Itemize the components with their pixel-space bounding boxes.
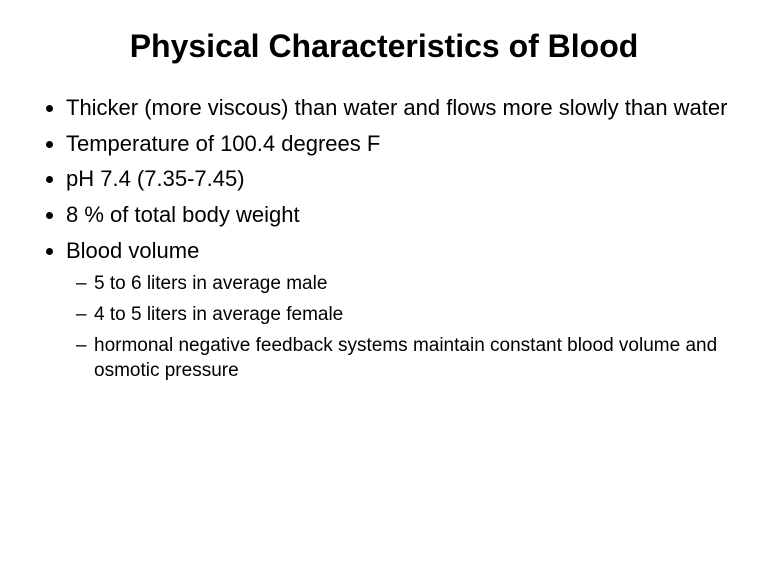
bullet-item: Blood volume 5 to 6 liters in average ma…	[66, 236, 732, 384]
sub-bullet-item: 5 to 6 liters in average male	[94, 271, 732, 297]
sub-bullet-list: 5 to 6 liters in average male 4 to 5 lit…	[66, 271, 732, 384]
bullet-list: Thicker (more viscous) than water and fl…	[36, 93, 732, 384]
bullet-item: 8 % of total body weight	[66, 200, 732, 230]
bullet-item: Temperature of 100.4 degrees F	[66, 129, 732, 159]
sub-bullet-item: hormonal negative feedback systems maint…	[94, 333, 732, 384]
bullet-item: pH 7.4 (7.35-7.45)	[66, 164, 732, 194]
bullet-item: Thicker (more viscous) than water and fl…	[66, 93, 732, 123]
sub-bullet-item: 4 to 5 liters in average female	[94, 302, 732, 328]
bullet-item-label: Blood volume	[66, 238, 199, 263]
slide-title: Physical Characteristics of Blood	[36, 28, 732, 65]
